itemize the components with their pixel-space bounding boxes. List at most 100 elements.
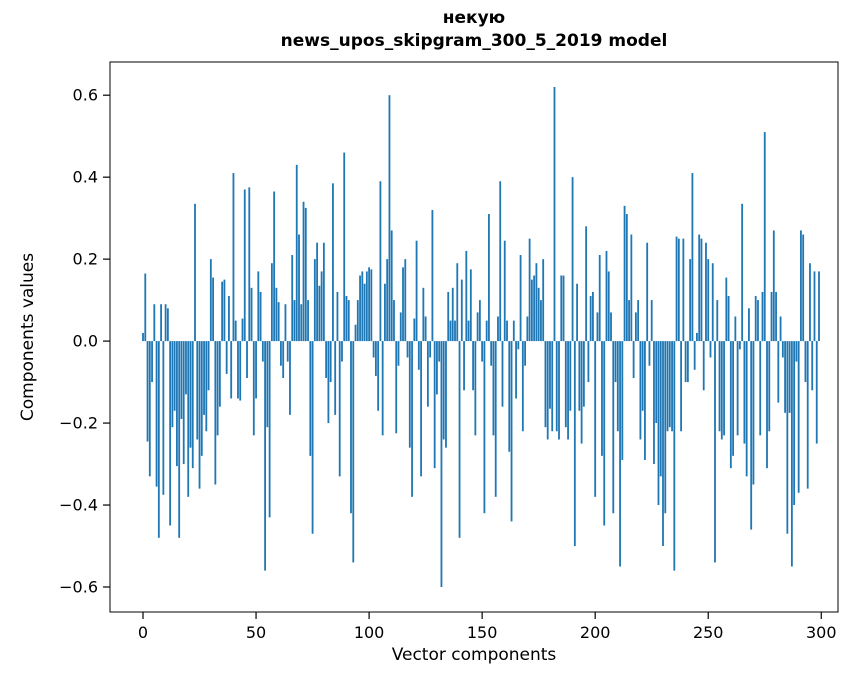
bar [300,304,303,342]
bar [562,275,565,342]
bar [239,341,242,401]
bar [291,255,294,342]
bar [644,341,646,460]
bar [325,341,328,378]
bar [709,341,712,358]
bar [365,271,368,342]
bar [304,207,307,342]
bar [178,341,181,538]
bar [463,341,465,391]
x-axis-label: Vector components [391,645,557,665]
y-axis-label: Components values [18,252,38,422]
bar [429,341,432,358]
bar [273,191,276,342]
bar [811,341,814,391]
bar [693,341,696,370]
bar [573,341,576,547]
bar [460,279,463,342]
bar [313,259,316,342]
bar [266,341,269,428]
bar [598,255,601,342]
bar [268,341,271,518]
bar [307,300,309,342]
bar [781,341,784,358]
bar [720,341,723,440]
bar [277,302,280,342]
bar [657,341,660,506]
bar [623,205,626,342]
bar [336,291,339,342]
bar [332,183,334,342]
bar [702,341,705,391]
bar [729,341,732,469]
bar [436,341,438,395]
bar [553,87,556,342]
bar [146,341,149,442]
bar [716,300,719,342]
bar [148,341,151,477]
bar [237,341,239,399]
bar [612,341,615,514]
bar [630,234,633,342]
bar [655,341,658,424]
bar [151,341,153,383]
bar [488,214,490,342]
bar [431,209,434,342]
bar [587,341,590,383]
bar [542,259,545,342]
bar [639,341,642,440]
bar [214,341,217,485]
bar [472,341,474,391]
bar [259,291,262,342]
bar [420,341,422,477]
bar [530,279,533,342]
y-tick-label: −0.6 [59,578,98,597]
bar [350,341,352,514]
bar [768,341,771,432]
bar [157,341,160,538]
x-tick-label: 300 [806,623,837,642]
bar [779,316,782,342]
bar [327,341,330,424]
bar [465,250,468,342]
bar [433,341,436,469]
bar [725,277,728,342]
bar [795,341,798,362]
y-tick-label: −0.4 [59,496,98,515]
bar [280,341,282,366]
bar [790,341,793,567]
bar [689,259,692,342]
plot-frame [109,61,839,613]
bar [404,259,407,342]
bar [194,203,196,342]
bar [659,341,662,477]
bar [422,287,425,342]
bar [662,341,664,547]
bar [476,312,479,342]
bar [535,263,538,342]
bar [763,132,766,342]
bar [261,341,264,362]
bar [634,312,637,342]
y-tick-label: 0.6 [73,86,98,105]
bar [386,259,389,342]
chart-title-model: news_upos_skipgram_300_5_2019 model [280,31,668,51]
bar [705,242,707,342]
bar [585,226,588,342]
bar [232,173,235,342]
bar [212,277,214,342]
bar [298,234,300,342]
bar [241,318,244,342]
y-tick-label: 0.2 [73,250,98,269]
bar [469,269,472,342]
bar [569,341,572,411]
bar [653,341,655,465]
bar [668,341,671,428]
bar [200,341,203,456]
bar [359,275,361,342]
bar [361,271,364,342]
bar [582,341,585,407]
bar [447,291,450,342]
bar [506,320,508,342]
bar [142,332,144,342]
